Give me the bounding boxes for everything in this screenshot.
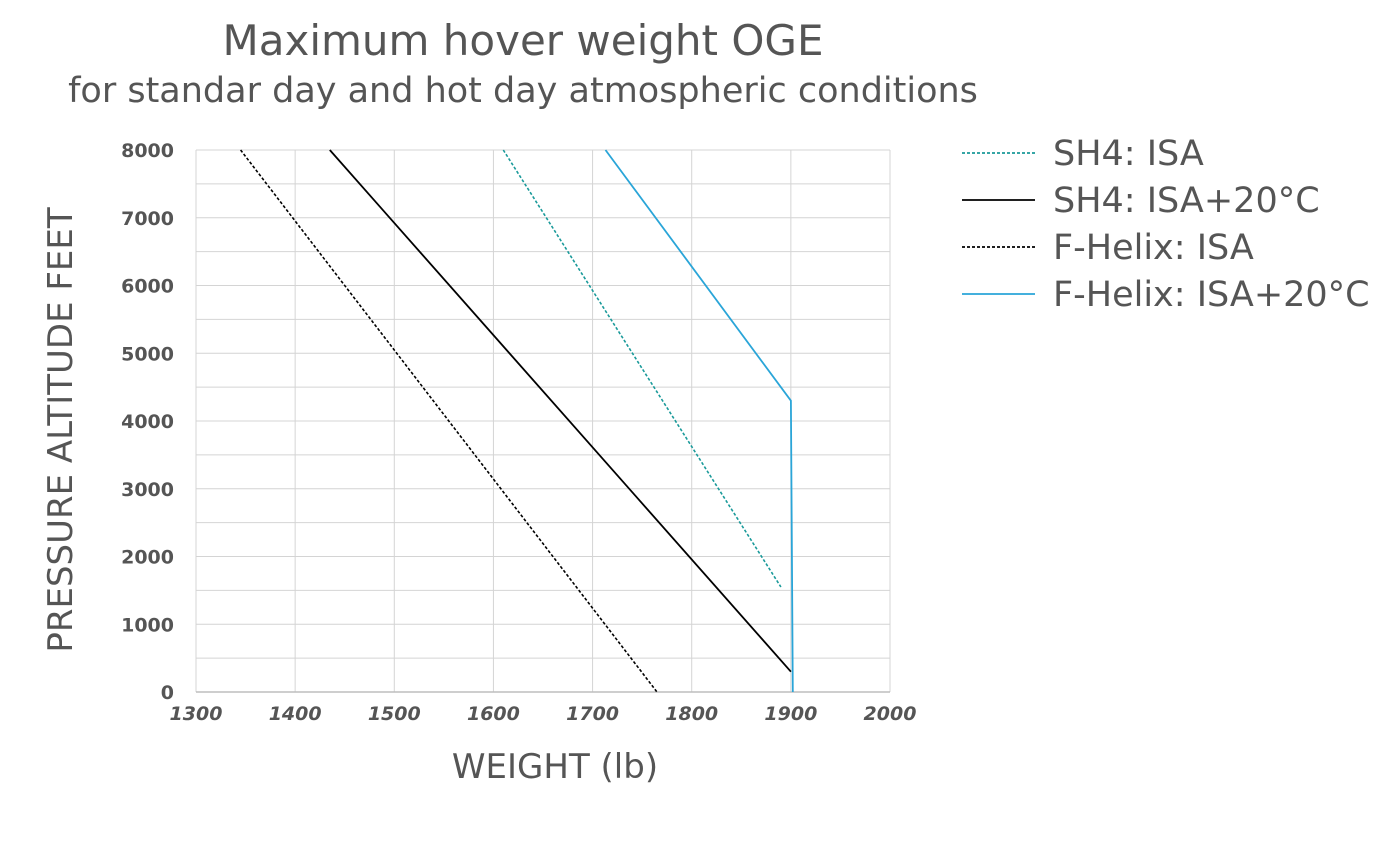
series-line-3 [239, 149, 658, 693]
x-tick-label: 1300 [170, 703, 223, 725]
x-tick-label: 1600 [467, 703, 520, 725]
y-tick-label: 6000 [121, 276, 174, 298]
x-axis-label: WEIGHT (lb) [452, 747, 658, 787]
series-line-1 [502, 149, 782, 588]
legend-label-3: F-Helix: ISA [1053, 228, 1254, 268]
legend-label-4: F-Helix: ISA+20°C [1053, 275, 1370, 315]
y-tick-label: 4000 [121, 411, 174, 433]
y-tick-label: 8000 [121, 140, 174, 162]
y-tick-label: 5000 [121, 343, 174, 365]
y-tick-label: 7000 [121, 208, 174, 230]
x-tick-label: 1800 [665, 703, 718, 725]
legend-label-2: SH4: ISA+20°C [1053, 181, 1320, 221]
x-axis-ticks: 1300 1400 1500 1600 1700 1800 1900 2000 [170, 703, 917, 725]
grid [195, 149, 891, 693]
y-axis-label: PRESSURE ALTITUDE FEET [41, 207, 81, 653]
y-tick-label: 2000 [121, 547, 174, 569]
legend-label-1: SH4: ISA [1053, 134, 1204, 174]
chart-title: Maximum hover weight OGE [222, 16, 823, 65]
y-tick-label: 3000 [121, 479, 174, 501]
x-tick-label: 1700 [566, 703, 619, 725]
y-tick-label: 1000 [121, 614, 174, 636]
y-tick-label: 0 [161, 682, 174, 704]
legend: SH4: ISA SH4: ISA+20°C F-Helix: ISA F-Helix… [962, 134, 1370, 315]
series-line-2 [329, 149, 792, 673]
x-tick-label: 1400 [269, 703, 322, 725]
x-tick-label: 1900 [764, 703, 817, 725]
series-line-4 [604, 149, 794, 693]
x-tick-label: 2000 [864, 703, 917, 725]
y-axis-ticks: 0 1000 2000 3000 4000 5000 6000 7000 8000 [121, 140, 174, 704]
series-lines [239, 149, 794, 693]
chart-subtitle: for standar day and hot day atmospheric … [68, 71, 978, 111]
x-tick-label: 1500 [368, 703, 421, 725]
